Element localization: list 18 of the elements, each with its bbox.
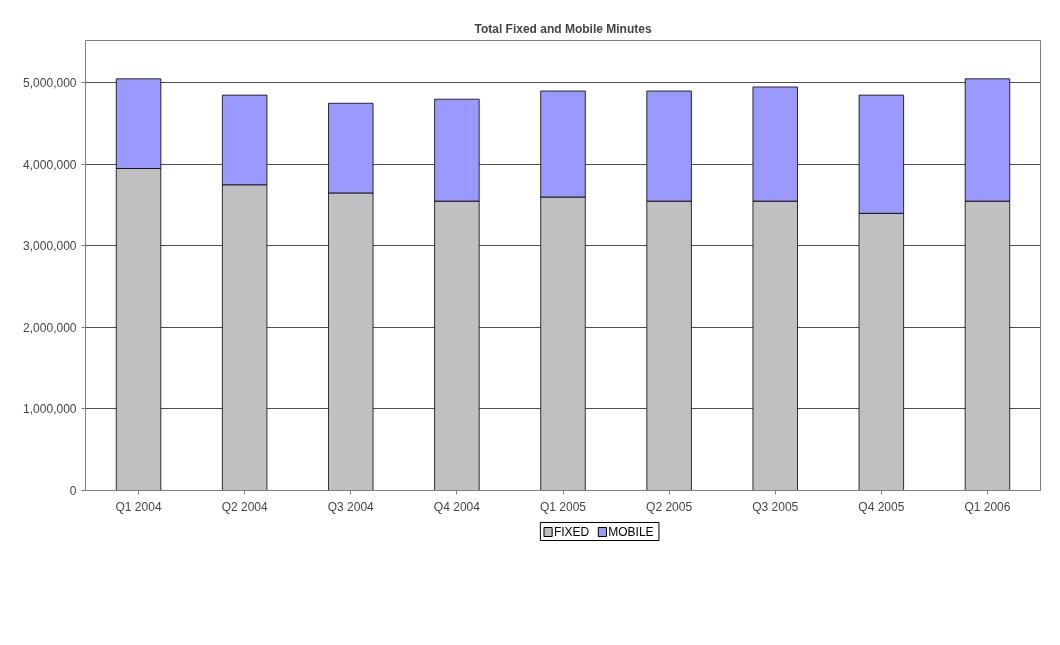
x-tick-label: Q4 2004 bbox=[433, 499, 481, 514]
y-tick-label: 2,000,000 bbox=[23, 320, 77, 335]
x-tick-label: Q1 2004 bbox=[115, 499, 162, 514]
legend-label: FIXED bbox=[553, 524, 590, 539]
x-tick-label: Q2 2005 bbox=[646, 499, 693, 514]
y-tick-label: 3,000,000 bbox=[23, 239, 77, 254]
x-tick-label: Q1 2006 bbox=[964, 499, 1011, 514]
x-tick-label: Q3 2004 bbox=[327, 499, 375, 514]
chart-title: Total Fixed and Mobile Minutes bbox=[474, 21, 652, 36]
y-tick-label: 1,000,000 bbox=[23, 402, 77, 417]
x-tick-label: Q3 2005 bbox=[752, 499, 799, 514]
x-tick-label: Q1 2005 bbox=[539, 499, 587, 514]
x-tick-label: Q2 2004 bbox=[221, 499, 269, 514]
legend-label: MOBILE bbox=[608, 524, 654, 539]
y-tick-label: 4,000,000 bbox=[23, 157, 77, 172]
y-tick-label: 0 bbox=[69, 484, 77, 498]
y-tick-label: 5,000,000 bbox=[23, 76, 77, 91]
x-tick-label: Q4 2005 bbox=[858, 499, 905, 514]
